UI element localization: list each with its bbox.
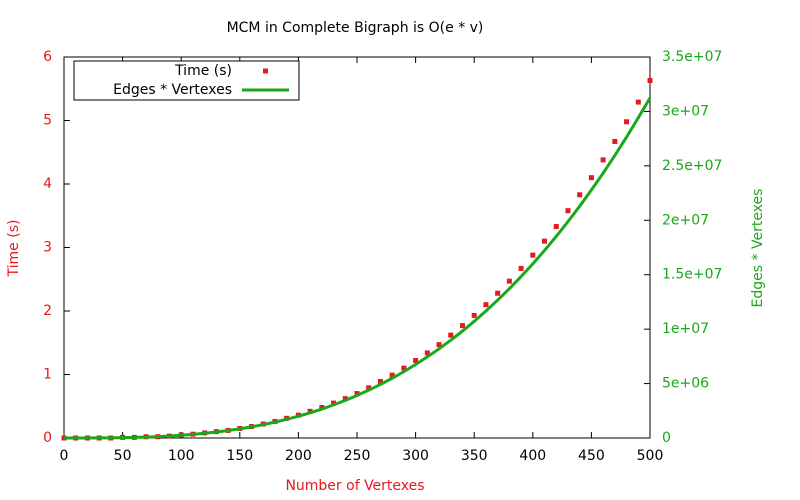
data-point	[600, 157, 606, 163]
data-line	[63, 97, 652, 440]
data-point	[342, 396, 348, 402]
data-point	[61, 435, 67, 441]
data-point	[377, 378, 383, 384]
data-point	[612, 138, 618, 144]
y2-tick-label: 3.5e+07	[662, 49, 722, 65]
legend-swatch	[263, 68, 268, 74]
y2-axis-label: Edges * Vertexes	[750, 189, 766, 308]
y-tick-label: 6	[43, 49, 52, 65]
legend-label: Time (s)	[174, 63, 232, 79]
data-point	[354, 391, 360, 397]
legend-label: Edges * Vertexes	[113, 82, 232, 98]
data-point	[331, 400, 337, 406]
x-tick-label: 200	[285, 448, 312, 464]
data-point	[506, 278, 512, 284]
data-point	[413, 358, 419, 364]
data-point	[588, 175, 594, 181]
data-point	[624, 119, 630, 125]
data-point	[553, 224, 559, 230]
data-point	[436, 342, 442, 348]
data-point	[577, 192, 583, 198]
data-point	[495, 290, 501, 296]
x-tick-label: 450	[578, 448, 605, 464]
x-tick-label: 350	[461, 448, 488, 464]
data-point	[471, 312, 477, 318]
x-tick-label: 0	[60, 448, 69, 464]
data-point	[424, 350, 430, 356]
data-point	[542, 238, 548, 244]
y-tick-label: 4	[43, 176, 52, 192]
y-tick-label: 0	[43, 430, 52, 446]
data-point	[459, 323, 465, 329]
x-tick-label: 400	[519, 448, 546, 464]
x-tick-label: 500	[637, 448, 664, 464]
data-point	[366, 385, 372, 391]
y2-tick-label: 3e+07	[662, 103, 709, 119]
data-point	[565, 208, 571, 214]
data-point	[647, 77, 653, 83]
y-tick-label: 5	[43, 113, 52, 129]
x-tick-label: 250	[344, 448, 371, 464]
y2-tick-label: 1.5e+07	[662, 267, 722, 283]
x-tick-label: 50	[114, 448, 132, 464]
x-tick-label: 150	[226, 448, 253, 464]
x-axis-label: Number of Vertexes	[285, 478, 424, 494]
chart-title: MCM in Complete Bigraph is O(e * v)	[227, 20, 484, 36]
plot-frame	[63, 56, 651, 439]
y-tick-label: 2	[43, 303, 52, 319]
y2-tick-label: 0	[662, 430, 671, 446]
y-tick-label: 1	[43, 367, 52, 383]
legend-box	[73, 60, 300, 101]
y2-tick-label: 1e+07	[662, 321, 709, 337]
data-point	[389, 372, 395, 378]
x-tick-label: 300	[402, 448, 429, 464]
data-point	[448, 332, 454, 338]
data-point	[483, 302, 489, 308]
x-tick-label: 100	[168, 448, 195, 464]
y-tick-label: 3	[43, 240, 52, 256]
y2-tick-label: 2.5e+07	[662, 158, 722, 174]
data-point	[518, 265, 524, 271]
data-point	[530, 252, 536, 258]
y2-tick-label: 2e+07	[662, 212, 709, 228]
y2-tick-label: 5e+06	[662, 376, 709, 392]
data-point	[401, 365, 407, 371]
y-axis-label: Time (s)	[6, 220, 22, 278]
data-point	[635, 99, 641, 105]
